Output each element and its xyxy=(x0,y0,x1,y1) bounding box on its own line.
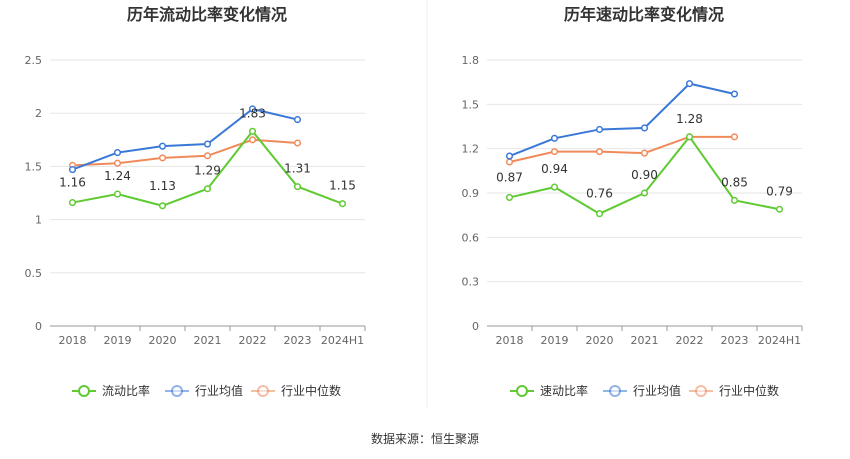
data-label: 1.24 xyxy=(104,169,131,183)
data-point-median xyxy=(293,139,302,147)
data-label: 0.87 xyxy=(496,170,523,184)
data-point-avg xyxy=(203,140,212,148)
legend-label-main: 速动比率 xyxy=(540,383,588,398)
data-point-main xyxy=(68,199,77,207)
data-point-main xyxy=(248,127,257,135)
data-point-avg xyxy=(685,80,694,88)
y-tick-label: 0.5 xyxy=(25,267,43,280)
y-tick-label: 2.5 xyxy=(25,54,43,67)
x-tick-label: 2023 xyxy=(721,334,749,347)
data-source-note: 数据来源：恒生聚源 xyxy=(370,432,479,446)
data-point-median xyxy=(113,159,122,167)
y-tick-label: 1.5 xyxy=(25,160,43,173)
data-label: 1.28 xyxy=(676,112,703,126)
series-line-avg xyxy=(72,107,298,171)
y-tick-label: 0 xyxy=(472,320,479,333)
series-line-avg xyxy=(509,82,735,157)
x-tick-label: 2020 xyxy=(149,334,177,347)
chart-title-1: 历年流动比率变化情况 xyxy=(127,5,287,24)
data-label: 1.83 xyxy=(239,106,266,120)
series-line-median xyxy=(509,135,735,163)
x-tick-label: 2023 xyxy=(284,334,312,347)
data-point-avg xyxy=(640,124,649,132)
x-tick-label: 2024H1 xyxy=(758,334,801,347)
data-label: 0.76 xyxy=(586,187,613,201)
y-tick-label: 1.8 xyxy=(462,54,480,67)
x-tick-label: 2018 xyxy=(59,334,87,347)
data-point-avg xyxy=(293,116,302,124)
x-tick-label: 2020 xyxy=(586,334,614,347)
data-point-main xyxy=(640,189,649,197)
x-tick-label: 2022 xyxy=(676,334,704,347)
data-point-median xyxy=(550,148,559,156)
data-point-main xyxy=(775,205,784,213)
data-point-avg xyxy=(68,166,77,174)
data-point-main xyxy=(505,193,514,201)
data-point-avg xyxy=(113,149,122,157)
legend-marker-main xyxy=(516,385,528,397)
legend-marker-avg xyxy=(609,385,621,397)
data-point-main xyxy=(338,200,347,208)
chart-title-2: 历年速动比率变化情况 xyxy=(564,5,724,24)
y-tick-label: 1 xyxy=(35,214,42,227)
x-tick-label: 2022 xyxy=(239,334,267,347)
legend-marker-main xyxy=(78,385,90,397)
data-point-median xyxy=(595,148,604,156)
y-tick-label: 0 xyxy=(35,320,42,333)
data-point-avg xyxy=(730,90,739,98)
data-label: 1.29 xyxy=(194,164,221,178)
data-label: 1.31 xyxy=(284,162,311,176)
x-tick-label: 2024H1 xyxy=(321,334,364,347)
data-label: 0.94 xyxy=(541,162,568,176)
y-tick-label: 0.6 xyxy=(462,231,480,244)
data-label: 0.85 xyxy=(721,175,748,189)
x-tick-label: 2021 xyxy=(194,334,222,347)
data-point-main xyxy=(595,210,604,218)
data-point-main xyxy=(550,183,559,191)
y-tick-label: 1.5 xyxy=(462,98,480,111)
y-tick-label: 0.9 xyxy=(462,187,480,200)
data-label: 1.15 xyxy=(329,179,356,193)
data-point-main xyxy=(158,202,167,210)
data-point-main xyxy=(293,183,302,191)
legend-label-avg: 行业均值 xyxy=(633,383,681,398)
data-point-main xyxy=(203,185,212,193)
legend-marker-avg xyxy=(171,385,183,397)
data-point-median xyxy=(505,158,514,166)
data-point-median xyxy=(203,152,212,160)
data-point-avg xyxy=(158,142,167,150)
data-point-median xyxy=(640,149,649,157)
data-label: 1.13 xyxy=(149,179,176,193)
y-tick-label: 1.2 xyxy=(462,143,480,156)
data-label: 0.79 xyxy=(766,184,793,198)
data-label: 0.90 xyxy=(631,168,658,182)
y-tick-label: 0.3 xyxy=(462,276,480,289)
data-point-avg xyxy=(505,152,514,160)
x-tick-label: 2019 xyxy=(541,334,569,347)
data-point-main xyxy=(730,196,739,204)
x-tick-label: 2018 xyxy=(496,334,524,347)
legend-marker-median xyxy=(257,385,269,397)
x-tick-label: 2019 xyxy=(104,334,132,347)
x-tick-label: 2021 xyxy=(631,334,659,347)
data-point-median xyxy=(730,133,739,141)
data-point-median xyxy=(158,154,167,162)
y-tick-label: 2 xyxy=(35,107,42,120)
data-point-avg xyxy=(595,125,604,134)
data-point-main xyxy=(685,133,694,141)
data-point-avg xyxy=(248,105,257,113)
legend-label-main: 流动比率 xyxy=(102,383,150,398)
legend-marker-median xyxy=(695,385,707,397)
data-point-median xyxy=(248,136,257,144)
legend-label-median: 行业中位数 xyxy=(719,383,779,398)
data-label: 1.16 xyxy=(59,176,86,190)
legend-label-avg: 行业均值 xyxy=(195,383,243,398)
legend-label-median: 行业中位数 xyxy=(281,383,341,398)
data-point-main xyxy=(113,190,122,198)
data-point-avg xyxy=(550,134,559,142)
